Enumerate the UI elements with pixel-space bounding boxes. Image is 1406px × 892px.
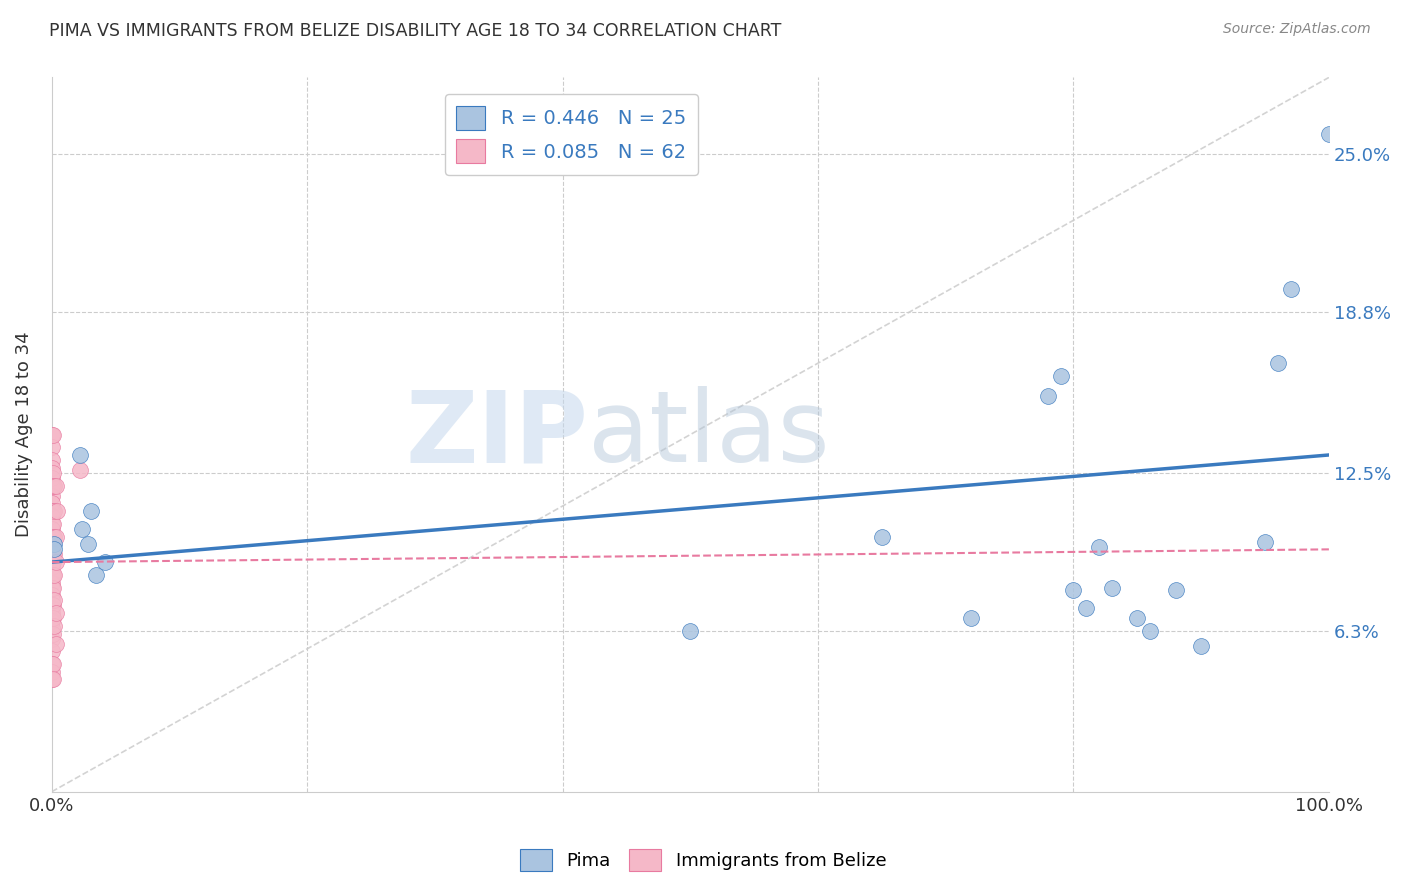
Point (41, 542, 63, 557)
Text: atlas: atlas (588, 386, 830, 483)
Point (1088, 540, 1111, 554)
Point (42, 548, 65, 562)
Point (69, 448, 91, 462)
Text: ZIP: ZIP (405, 386, 588, 483)
Point (44, 542, 66, 557)
Point (44, 530, 66, 544)
Point (1126, 611, 1149, 625)
Point (45, 637, 67, 651)
Point (41, 560, 63, 574)
Y-axis label: Disability Age 18 to 34: Disability Age 18 to 34 (15, 332, 32, 537)
Point (42, 516, 65, 531)
Point (69, 463, 91, 477)
Point (1254, 534, 1277, 549)
Point (42, 466, 65, 480)
Point (41, 478, 63, 492)
Point (1139, 624, 1161, 638)
Point (42, 581, 65, 595)
Point (42, 611, 65, 625)
Point (1317, 127, 1340, 141)
Point (42, 599, 65, 613)
Point (41, 632, 63, 646)
Point (42, 657, 65, 672)
Legend: Pima, Immigrants from Belize: Pima, Immigrants from Belize (512, 842, 894, 879)
Point (41, 534, 63, 549)
Point (42, 504, 65, 518)
Point (41, 644, 63, 658)
Point (45, 555, 67, 569)
Point (45, 530, 67, 544)
Point (41, 593, 63, 607)
Text: Source: ZipAtlas.com: Source: ZipAtlas.com (1223, 22, 1371, 37)
Point (41, 555, 63, 569)
Point (41, 496, 63, 510)
Point (44, 504, 66, 518)
Point (42, 478, 65, 492)
Point (41, 489, 63, 503)
Point (1279, 282, 1302, 296)
Point (41, 575, 63, 590)
Point (42, 530, 65, 544)
Point (1062, 583, 1084, 598)
Point (1076, 601, 1098, 615)
Point (41, 588, 63, 602)
Point (42, 673, 65, 687)
Legend: R = 0.446   N = 25, R = 0.085   N = 62: R = 0.446 N = 25, R = 0.085 N = 62 (444, 95, 697, 175)
Point (41, 471, 63, 485)
Point (41, 657, 63, 672)
Point (679, 624, 702, 638)
Point (94, 555, 117, 569)
Point (41, 516, 63, 531)
Point (45, 606, 67, 620)
Point (41, 601, 63, 615)
Point (1101, 581, 1123, 595)
Point (1036, 389, 1059, 403)
Point (41, 509, 63, 524)
Point (42, 567, 65, 582)
Point (42, 427, 65, 442)
Point (41, 460, 63, 475)
Point (45, 478, 67, 492)
Point (41, 567, 63, 582)
Point (41, 548, 63, 562)
Point (76, 537, 98, 551)
Point (42, 626, 65, 640)
Point (41, 665, 63, 679)
Point (41, 622, 63, 636)
Text: PIMA VS IMMIGRANTS FROM BELIZE DISABILITY AGE 18 TO 34 CORRELATION CHART: PIMA VS IMMIGRANTS FROM BELIZE DISABILIT… (49, 22, 782, 40)
Point (80, 504, 103, 518)
Point (44, 537, 66, 551)
Point (870, 530, 893, 544)
Point (42, 555, 65, 569)
Point (86, 567, 108, 582)
Point (41, 504, 63, 518)
Point (44, 548, 66, 562)
Point (1267, 356, 1289, 370)
Point (44, 567, 66, 582)
Point (1049, 368, 1071, 383)
Point (41, 614, 63, 628)
Point (41, 581, 63, 595)
Point (41, 606, 63, 620)
Point (45, 504, 67, 518)
Point (41, 440, 63, 454)
Point (42, 537, 65, 551)
Point (41, 530, 63, 544)
Point (41, 453, 63, 467)
Point (41, 673, 63, 687)
Point (41, 427, 63, 442)
Point (41, 522, 63, 536)
Point (1164, 583, 1187, 598)
Point (44, 478, 66, 492)
Point (44, 619, 66, 633)
Point (1189, 640, 1212, 654)
Point (44, 593, 66, 607)
Point (960, 611, 983, 625)
Point (72, 522, 94, 536)
